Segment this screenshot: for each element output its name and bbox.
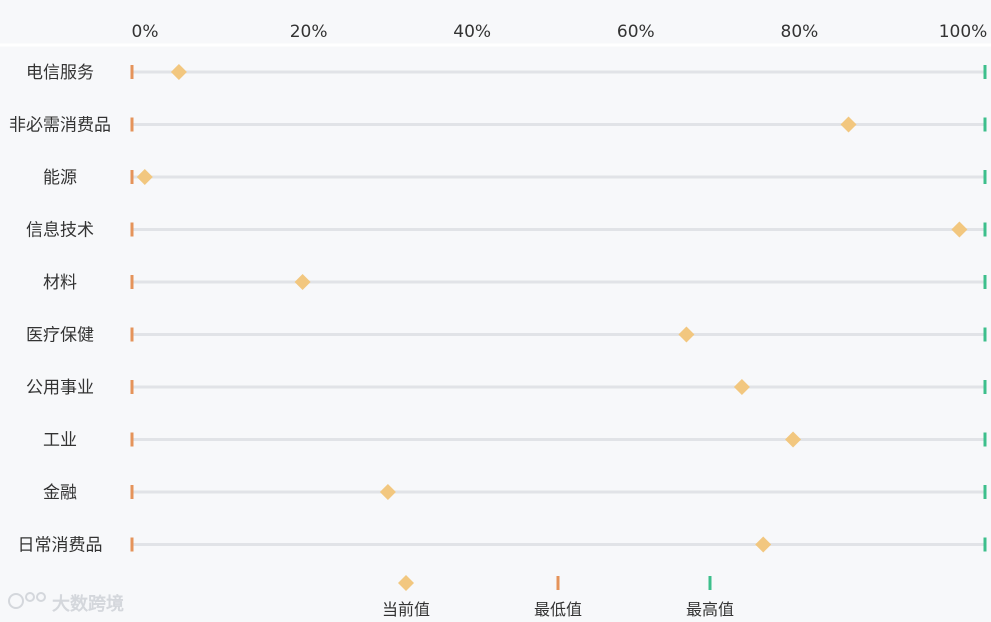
legend-label: 当前值 (382, 600, 430, 619)
x-tick-label: 0% (132, 22, 159, 42)
category-row: 工业 (43, 431, 987, 451)
category-label: 金融 (43, 483, 77, 503)
x-tick-label: 40% (453, 22, 491, 42)
current-value-marker (785, 431, 802, 448)
category-label: 信息技术 (26, 221, 94, 241)
category-row: 金融 (43, 483, 987, 503)
category-label: 能源 (43, 168, 77, 188)
min-value-marker (130, 170, 134, 184)
x-tick-label: 60% (617, 22, 655, 42)
current-value-marker (678, 326, 695, 343)
category-row: 信息技术 (26, 221, 987, 241)
current-value-marker (294, 274, 311, 290)
category-row: 电信服务 (26, 63, 987, 83)
min-value-marker (130, 222, 134, 237)
max-value-marker (983, 170, 987, 184)
category-label: 材料 (43, 273, 77, 293)
watermark-logo-icon-dot (25, 592, 35, 602)
category-row: 材料 (43, 273, 987, 293)
min-value-marker (130, 275, 134, 289)
category-row: 医疗保健 (26, 326, 987, 346)
x-tick-label: 100% (939, 22, 988, 42)
legend-label: 最低值 (534, 600, 582, 619)
watermark-logo-icon (8, 593, 24, 609)
max-value-marker (983, 275, 987, 289)
legend-bar-icon (556, 576, 560, 590)
current-value-marker (951, 221, 968, 238)
x-axis-ticks: 0% 20% 40% 60% 80% 100% (132, 22, 988, 42)
max-value-marker (983, 485, 987, 499)
category-row: 非必需消费品 (9, 116, 987, 136)
max-value-marker (983, 222, 987, 237)
max-value-marker (983, 380, 987, 394)
legend-label: 最高值 (686, 600, 734, 619)
current-value-marker (136, 169, 153, 185)
max-value-marker (983, 117, 987, 132)
category-label: 医疗保健 (26, 326, 94, 346)
current-value-marker (840, 116, 857, 133)
current-value-marker (170, 64, 187, 80)
current-value-marker (755, 536, 772, 553)
legend-bar-icon (708, 576, 712, 590)
category-row: 日常消费品 (18, 536, 987, 556)
watermark-logo-icon-dot (36, 592, 46, 602)
legend-item[interactable]: 最低值 (534, 576, 582, 619)
min-value-marker (130, 327, 134, 342)
legend-item[interactable]: 当前值 (382, 575, 430, 619)
watermark: 大数跨境 (8, 592, 124, 615)
min-value-marker (130, 117, 134, 132)
category-label: 公用事业 (26, 378, 94, 398)
x-tick-label: 20% (290, 22, 328, 42)
legend[interactable]: 当前值 最低值 最高值 (382, 575, 734, 619)
min-value-marker (130, 432, 134, 447)
max-value-marker (983, 432, 987, 447)
watermark-text: 大数跨境 (52, 593, 124, 615)
max-value-marker (983, 65, 987, 79)
legend-item[interactable]: 最高值 (686, 576, 734, 619)
category-label: 工业 (43, 431, 77, 451)
category-label: 日常消费品 (18, 536, 103, 556)
min-value-marker (130, 485, 134, 499)
current-value-marker (733, 379, 750, 395)
x-tick-label: 80% (781, 22, 819, 42)
current-value-marker (379, 484, 396, 500)
min-value-marker (130, 380, 134, 394)
category-row: 能源 (43, 168, 987, 188)
category-label: 非必需消费品 (9, 116, 111, 136)
legend-diamond-icon (398, 575, 414, 591)
category-row: 公用事业 (26, 378, 987, 398)
min-value-marker (130, 65, 134, 79)
category-label: 电信服务 (26, 63, 94, 83)
min-value-marker (130, 537, 134, 552)
max-value-marker (983, 327, 987, 342)
max-value-marker (983, 537, 987, 552)
